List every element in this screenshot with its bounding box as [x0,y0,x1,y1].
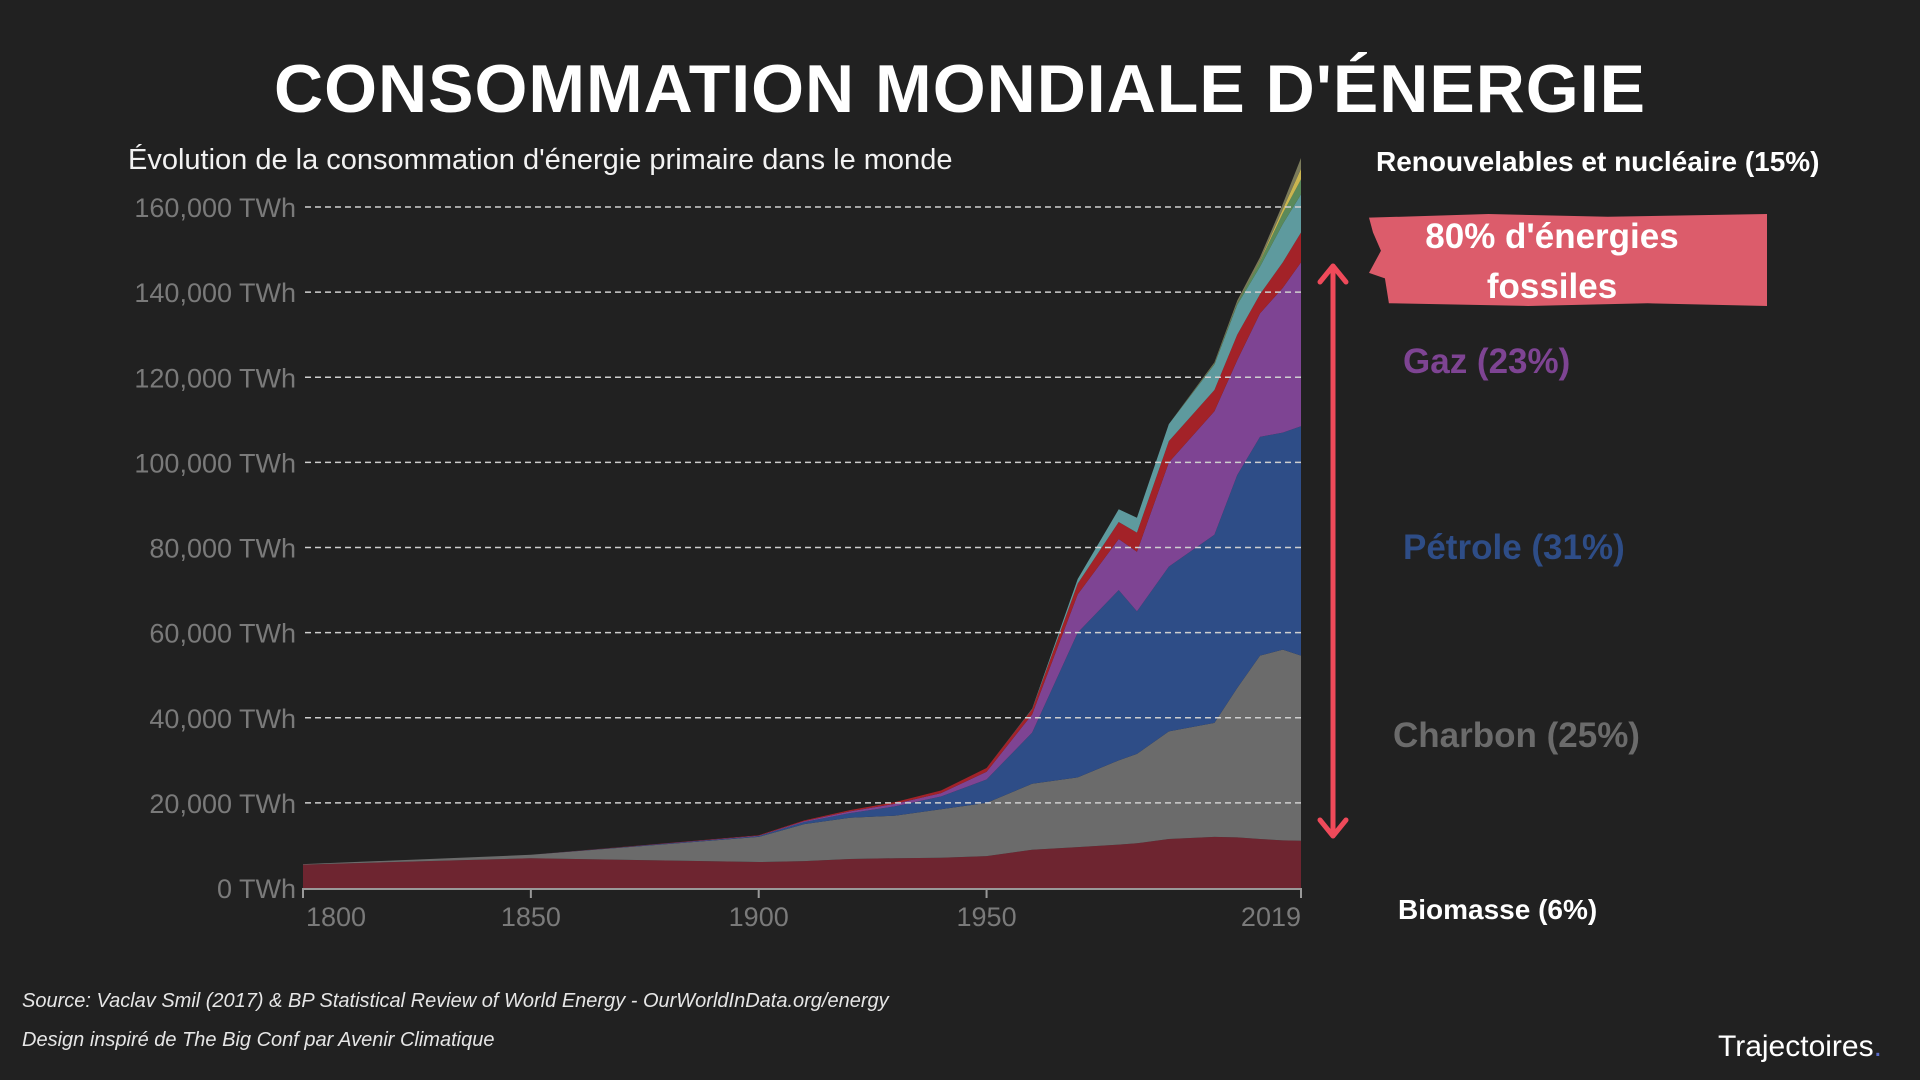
y-tick-label: 60,000 TWh [149,619,296,649]
x-tick-label: 2019 [1241,902,1301,932]
series-areas [303,158,1301,888]
x-tick-label: 1850 [501,902,561,932]
renewables-nuclear-label: Renouvelables et nucléaire (15%) [1376,146,1820,177]
oil-label: Pétrole (31%) [1403,528,1625,567]
design-credit: Design inspiré de The Big Conf par Aveni… [22,1029,495,1051]
fossil-line-1: 80% d'énergies [1425,217,1679,256]
gas-label: Gaz (23%) [1403,342,1571,381]
area-coal [303,649,1301,865]
y-tick-label: 80,000 TWh [149,534,296,564]
area-oil [303,426,1301,865]
y-tick-label: 140,000 TWh [134,278,296,308]
brand-name: Trajectoires [1718,1030,1874,1063]
area-gas [303,262,1301,865]
fossil-line-2: fossiles [1486,267,1618,306]
y-tick-label: 40,000 TWh [149,704,296,734]
fossil-banner-text: 80% d'énergies fossiles [1369,212,1735,312]
coal-label: Charbon (25%) [1393,716,1640,755]
y-tick-label: 120,000 TWh [134,363,296,393]
x-tick-label: 1950 [957,902,1017,932]
brand-logo: Trajectoires. [1718,1030,1882,1064]
gridlines [305,206,1301,804]
y-tick-label: 0 TWh [217,874,296,904]
area-biomass [303,836,1301,888]
x-tick-label: 1800 [306,902,366,932]
brand-dot: . [1873,1030,1882,1063]
area-hydro [303,232,1301,865]
axes: 0 TWh 20,000 TWh 40,000 TWh 60,000 TWh 80,00… [134,193,1302,932]
fossil-banner [1369,214,1767,306]
y-tick-label: 100,000 TWh [134,448,296,478]
fossil-arrow [1317,263,1349,839]
x-tick-label: 1900 [729,902,789,932]
source-note: Source: Vaclav Smil (2017) & BP Statisti… [22,990,889,1012]
biomass-label: Biomasse (6%) [1398,894,1598,925]
chart-subtitle: Évolution de la consommation d'énergie p… [128,144,953,176]
page-title: CONSOMMATION MONDIALE D'ÉNERGIE [274,51,1646,127]
y-tick-label: 20,000 TWh [149,789,296,819]
y-tick-label: 160,000 TWh [134,193,296,223]
